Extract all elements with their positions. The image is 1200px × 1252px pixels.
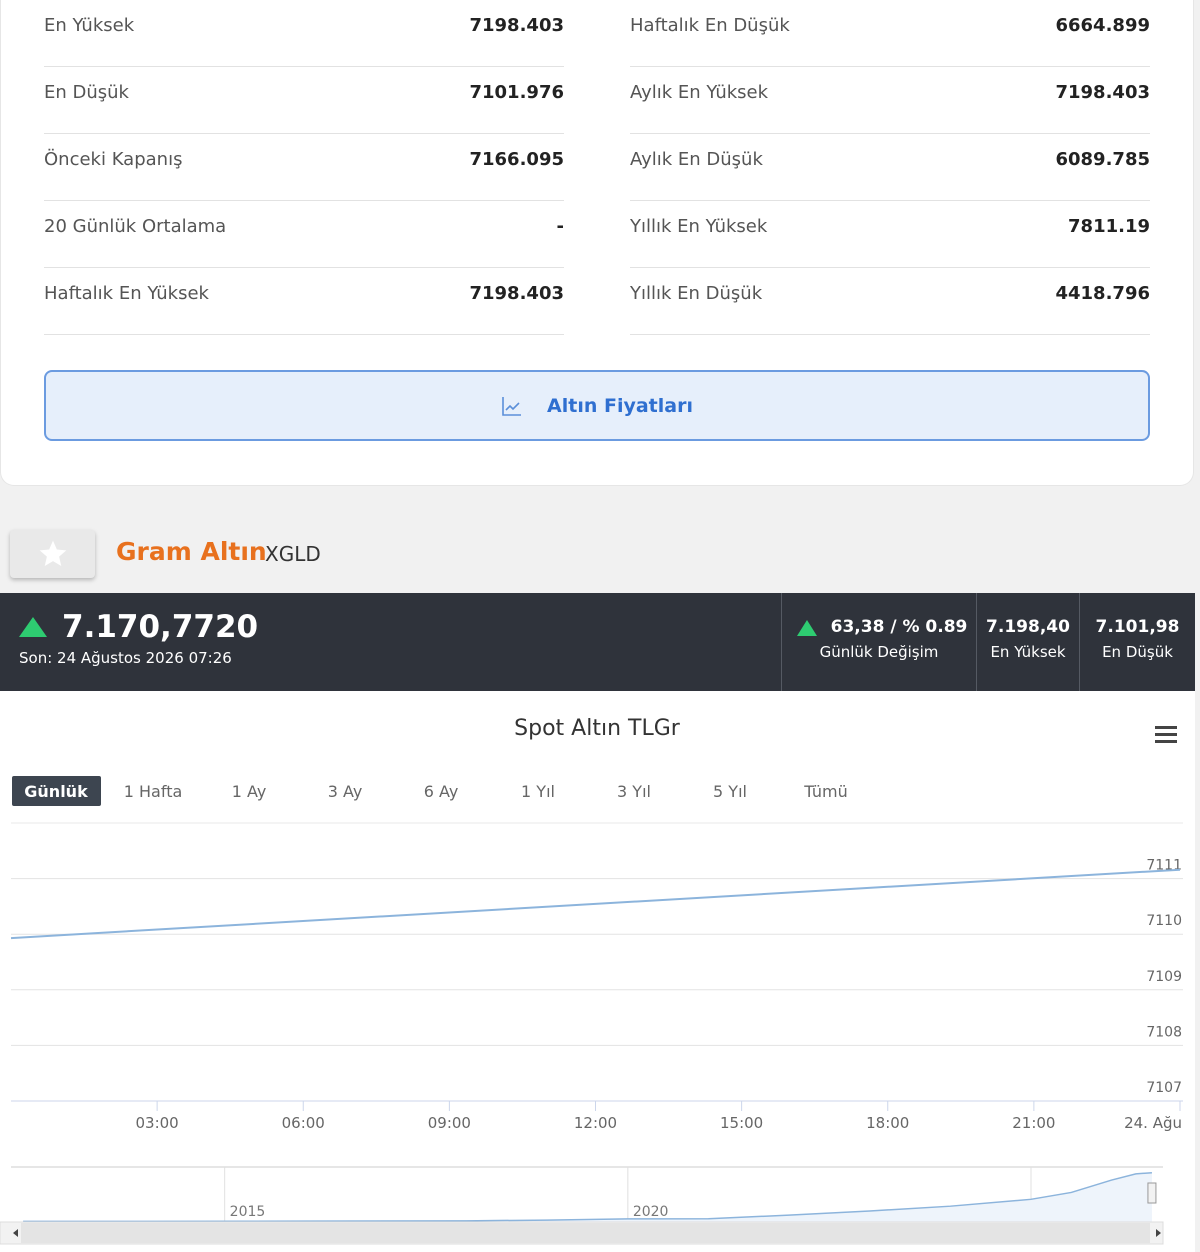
range-button[interactable]: Tümü [803, 782, 847, 801]
stat-value: 6089.785 [1055, 148, 1150, 170]
scroll-left[interactable] [13, 1229, 18, 1237]
stat-value: - [556, 215, 564, 237]
change: 63,38 / % 0.89 [830, 617, 968, 637]
stat-value: 7166.095 [469, 148, 564, 170]
high-label: En Yüksek [990, 643, 1066, 661]
range-button[interactable]: Günlük [24, 782, 88, 801]
navigator-line [23, 1171, 1152, 1223]
y-tick-label: 7110 [1146, 913, 1182, 929]
up-arrow [19, 617, 47, 637]
stat-label: Yıllık En Düşük [630, 282, 763, 304]
up-arrow [797, 620, 817, 636]
stat-value: 7198.403 [469, 14, 564, 36]
x-tick-label: 09:00 [428, 1114, 471, 1132]
stat-value: 7198.403 [469, 282, 564, 304]
stat-row: 20 Günlük Ortalama - [44, 201, 564, 268]
stat-label: En Yüksek [44, 14, 135, 36]
price: 7.170,7720 [62, 609, 259, 645]
range-button[interactable]: 6 Ay [424, 782, 459, 801]
stats-left: En Yüksek 7198.403 En Düşük 7101.976 Önceki … [44, 0, 564, 335]
high-cell: 7.198,40 En Yüksek [976, 593, 1079, 691]
stat-row: Yıllık En Yüksek 7811.19 [630, 201, 1150, 268]
scroll-right[interactable] [1156, 1229, 1161, 1237]
menu-icon[interactable] [1155, 726, 1177, 743]
stat-row: Önceki Kapanış 7166.095 [44, 134, 564, 201]
x-tick-label: 12:00 [574, 1114, 617, 1132]
stat-label: En Düşük [44, 81, 129, 103]
navigator-label: 2015 [230, 1204, 266, 1220]
change-label: Günlük Değişim [819, 643, 939, 661]
range-button[interactable]: 1 Yıl [521, 782, 555, 801]
chart: Spot Altın TLGr Günlük 1 Hafta 1 Ay 3 Ay 6 A… [0, 691, 1195, 1252]
instrument-title: Gram Altın [116, 537, 267, 566]
stat-row: En Düşük 7101.976 [44, 67, 564, 134]
stat-value: 7101.976 [469, 81, 564, 103]
stat-label: Aylık En Düşük [630, 148, 763, 170]
navigator-fill [23, 1172, 1152, 1222]
price-line [10, 868, 1181, 940]
x-tick-label: 24. Ağu [1124, 1114, 1182, 1132]
stat-label: Önceki Kapanış [44, 148, 183, 170]
stat-row: En Yüksek 7198.403 [44, 0, 564, 67]
range-button-bg[interactable] [12, 776, 101, 806]
range-button[interactable]: 1 Hafta [124, 782, 183, 801]
chart-title: Spot Altın TLGr [514, 716, 681, 741]
stat-value: 7811.19 [1068, 215, 1150, 237]
stats-card: En Yüksek 7198.403 En Düşük 7101.976 Önceki … [0, 0, 1194, 486]
updated: Son: 24 Ağustos 2026 07:26 [19, 649, 232, 667]
x-tick-label: 06:00 [282, 1114, 325, 1132]
stat-row: Yıllık En Düşük 4418.796 [630, 268, 1150, 335]
stats-right: Haftalık En Düşük 6664.899 Aylık En Yüksek… [630, 0, 1150, 335]
stat-row: Aylık En Düşük 6089.785 [630, 134, 1150, 201]
stat-row: Haftalık En Yüksek 7198.403 [44, 268, 564, 335]
stat-value: 7198.403 [1055, 81, 1150, 103]
favorite-button[interactable] [10, 530, 95, 578]
change-cell: 63,38 / % 0.89 Günlük Değişim [781, 593, 976, 691]
low-label: En Düşük [1102, 643, 1173, 661]
prices-button[interactable]: Altın Fiyatları [44, 370, 1150, 441]
range-button[interactable]: 3 Ay [328, 782, 363, 801]
range-button[interactable]: 5 Yıl [713, 782, 747, 801]
x-tick-label: 15:00 [720, 1114, 763, 1132]
x-tick-label: 18:00 [866, 1114, 909, 1132]
x-tick-label: 03:00 [136, 1114, 179, 1132]
stat-label: Yıllık En Yüksek [630, 215, 768, 237]
button-label: Altın Fiyatları [547, 394, 693, 417]
stat-label: Haftalık En Yüksek [44, 282, 209, 304]
y-tick-label: 7109 [1146, 969, 1182, 985]
stat-value: 6664.899 [1055, 14, 1150, 36]
navigator-label: 2020 [633, 1204, 669, 1220]
low-cell: 7.101,98 En Düşük [1079, 593, 1195, 691]
ticker-bar: 7.170,7720 Son: 24 Ağustos 2026 07:26 63… [0, 593, 1195, 691]
high: 7.198,40 [986, 617, 1070, 637]
instrument-symbol: XGLD [265, 542, 321, 566]
low: 7.101,98 [1095, 617, 1180, 637]
stat-row: Haftalık En Düşük 6664.899 [630, 0, 1150, 67]
navigator-handle[interactable] [1147, 1182, 1157, 1204]
scrollbar-thumb[interactable] [21, 1223, 1150, 1243]
stat-value: 4418.796 [1055, 282, 1150, 304]
stat-label: Haftalık En Düşük [630, 14, 790, 36]
stat-label: 20 Günlük Ortalama [44, 215, 227, 237]
stat-row: Aylık En Yüksek 7198.403 [630, 67, 1150, 134]
y-tick-label: 7108 [1146, 1024, 1182, 1040]
x-tick-label: 21:00 [1012, 1114, 1055, 1132]
y-tick-label: 7107 [1146, 1080, 1182, 1096]
star-icon [39, 540, 66, 566]
range-button[interactable]: 3 Yıl [617, 782, 651, 801]
stat-label: Aylık En Yüksek [630, 81, 769, 103]
range-button[interactable]: 1 Ay [232, 782, 267, 801]
chart-icon [502, 396, 522, 416]
